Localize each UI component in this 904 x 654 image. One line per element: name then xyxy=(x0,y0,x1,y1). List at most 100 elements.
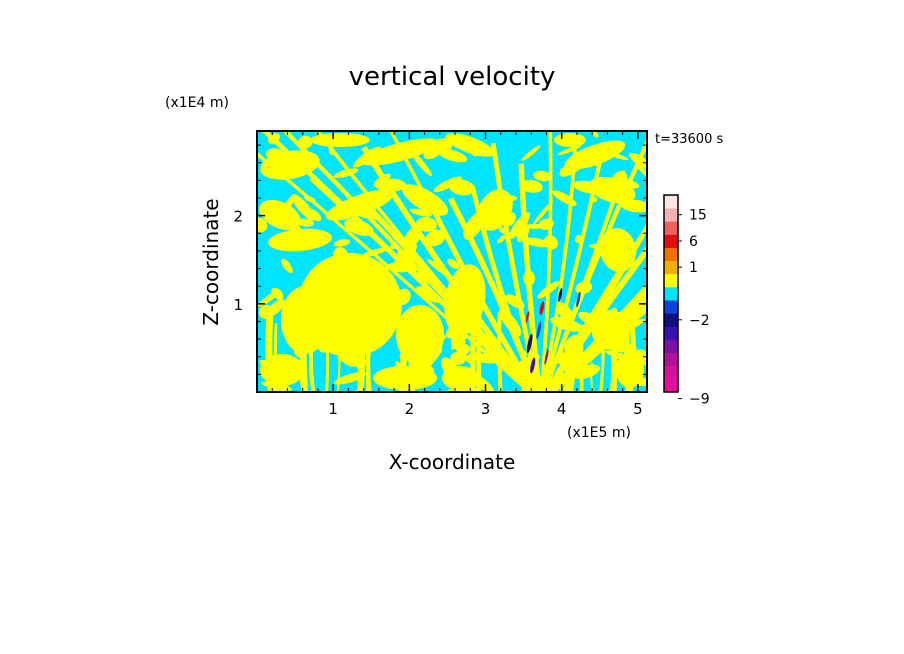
positive-velocity-streak xyxy=(336,324,341,392)
positive-velocity-patch xyxy=(447,258,460,270)
colorbar-band xyxy=(664,300,678,314)
colorbar-frame xyxy=(663,194,679,393)
positive-velocity-patch xyxy=(423,138,447,160)
positive-velocity-patch xyxy=(550,316,583,332)
positive-velocity-patch xyxy=(339,350,354,363)
positive-velocity-patch xyxy=(437,148,468,163)
positive-velocity-streak xyxy=(397,353,405,392)
positive-velocity-patch xyxy=(284,214,305,241)
strong-velocity-core xyxy=(576,291,581,308)
colorbar-band xyxy=(664,286,678,301)
strong-velocity-core xyxy=(558,288,563,302)
positive-velocity-patch xyxy=(280,195,295,216)
positive-velocity-patch xyxy=(285,301,302,317)
x-axis: 1 2 3 4 5 xyxy=(271,131,643,418)
y-axis-label: Z-coordinate xyxy=(199,198,223,325)
positive-velocity-streak xyxy=(627,326,637,392)
positive-velocity-patch xyxy=(318,336,345,353)
positive-velocity-patch xyxy=(266,148,283,161)
x-tick-label: 3 xyxy=(481,400,491,418)
positive-velocity-patch xyxy=(434,334,447,344)
colorbar-band xyxy=(664,365,678,380)
colorbar-band xyxy=(664,260,678,275)
positive-velocity-patch xyxy=(333,247,348,262)
positive-velocity-patch xyxy=(526,223,544,229)
positive-velocity-streak xyxy=(366,345,372,392)
x-tick-label: 1 xyxy=(328,400,338,418)
wave-band xyxy=(541,137,647,392)
wave-band xyxy=(257,151,532,392)
positive-velocity-patch xyxy=(409,208,432,217)
positive-velocity-streak xyxy=(278,362,285,392)
strong-velocity-core xyxy=(530,357,536,374)
positive-velocity-patch xyxy=(333,239,351,247)
colorbar-label: 1 xyxy=(689,260,698,276)
positive-velocity-patch xyxy=(521,145,541,161)
colorbar-label: −9 xyxy=(689,392,710,408)
colorbar-band xyxy=(664,273,678,288)
positive-velocity-patch xyxy=(395,288,411,306)
positive-velocity-patch xyxy=(333,168,359,179)
positive-velocity-region xyxy=(268,228,332,252)
colorbar-band xyxy=(664,378,678,393)
positive-velocity-patch xyxy=(520,179,543,193)
wave-band xyxy=(541,160,603,392)
strong-velocity-core xyxy=(525,311,530,323)
wave-band xyxy=(469,185,540,392)
x-tick-label: 2 xyxy=(405,400,415,418)
colorbar-label: 15 xyxy=(689,208,707,224)
positive-velocity-patch xyxy=(425,229,445,247)
positive-velocity-patch xyxy=(386,292,398,302)
positive-velocity-patch xyxy=(572,180,606,194)
positive-velocity-patch xyxy=(533,170,552,182)
positive-velocity-patch xyxy=(557,145,581,156)
strong-velocity-core xyxy=(526,333,533,354)
positive-velocity-patch xyxy=(497,234,507,244)
plot-frame xyxy=(256,130,648,393)
strong-velocity-core xyxy=(536,321,542,340)
colorbar-band xyxy=(664,208,678,222)
y-tick-label: 1 xyxy=(233,296,243,314)
colorbar-band xyxy=(664,234,678,248)
x-axis-label: X-coordinate xyxy=(389,450,516,474)
positive-velocity-patch xyxy=(620,199,647,213)
strong-velocity-core xyxy=(539,301,545,316)
positive-velocity-patch xyxy=(257,217,268,233)
colorbar-band xyxy=(664,247,678,262)
positive-velocity-patch xyxy=(313,272,321,281)
positive-velocity-patch xyxy=(635,163,647,178)
positive-velocity-patch xyxy=(353,305,371,314)
x-tick-label: 4 xyxy=(557,400,567,418)
positive-velocity-streak xyxy=(267,319,273,392)
y-unit-label: (x1E4 m) xyxy=(165,95,229,111)
positive-velocity-patch xyxy=(291,194,316,221)
x-unit-label: (x1E5 m) xyxy=(567,425,631,441)
wave-band xyxy=(424,194,538,392)
positive-velocity-patch xyxy=(266,298,285,317)
colorbar-band xyxy=(664,326,678,340)
y-tick-label: 2 xyxy=(233,208,243,226)
wave-band xyxy=(518,163,542,392)
positive-velocity-region xyxy=(554,133,586,147)
positive-velocity-patch xyxy=(281,258,293,274)
positive-velocity-patch xyxy=(470,148,479,157)
positive-velocity-patch xyxy=(312,323,340,333)
positive-velocity-patch xyxy=(320,293,339,314)
colorbar-label: −2 xyxy=(689,313,710,329)
positive-velocity-streak xyxy=(325,341,330,392)
x-tick-label: 5 xyxy=(633,400,643,418)
colorbar-band xyxy=(664,221,678,235)
positive-velocity-region xyxy=(445,133,495,157)
positive-velocity-patch xyxy=(410,151,433,177)
wave-band xyxy=(361,145,537,392)
y-axis: 12 xyxy=(233,144,647,375)
wave-band xyxy=(547,283,647,392)
colorbar-band xyxy=(664,339,678,353)
time-label: t=33600 s xyxy=(655,132,723,147)
positive-velocity-patch xyxy=(305,286,320,293)
plot-area xyxy=(256,130,648,393)
positive-velocity-streak xyxy=(408,320,416,392)
strong-velocity-core xyxy=(544,348,549,365)
chart-title: vertical velocity xyxy=(349,62,556,92)
